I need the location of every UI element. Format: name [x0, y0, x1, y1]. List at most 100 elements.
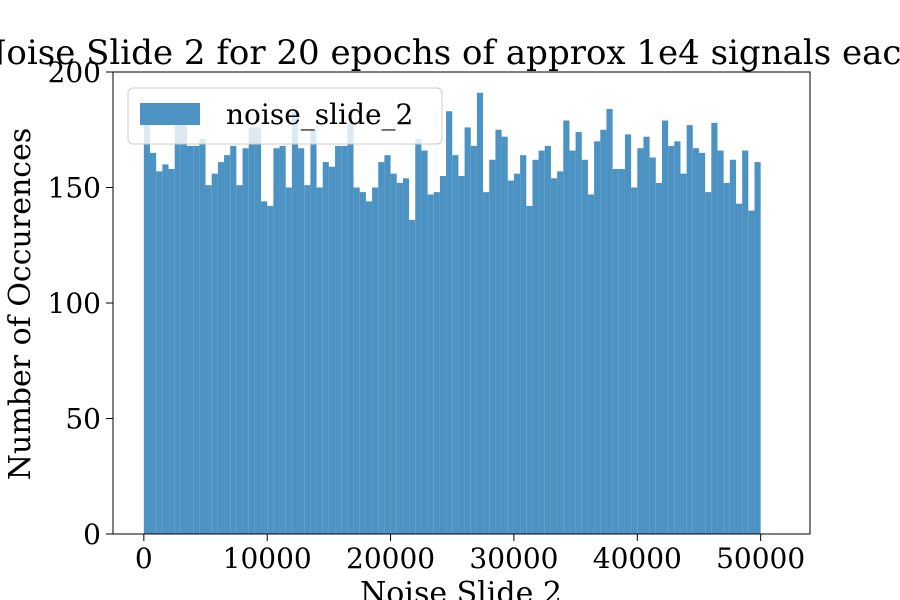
histogram-bar: [705, 192, 712, 534]
x-tick-label: 0: [135, 542, 153, 575]
histogram-bar: [532, 159, 539, 534]
histogram-bar: [267, 205, 274, 535]
x-tick-label: 40000: [593, 542, 682, 575]
histogram-bar: [322, 162, 329, 534]
legend-swatch: [140, 103, 200, 125]
histogram-bar: [236, 185, 243, 534]
histogram-bar: [180, 122, 188, 534]
histogram-bar: [427, 194, 434, 534]
histogram-bar: [439, 175, 447, 534]
y-axis-label: Number of Occurences: [3, 128, 38, 480]
histogram-bar: [224, 155, 231, 534]
histogram-bar: [328, 166, 336, 534]
bars-group: [143, 92, 761, 535]
histogram-bar: [156, 171, 163, 534]
histogram-bar: [513, 173, 521, 534]
x-tick-label: 20000: [346, 542, 435, 575]
histogram-bar: [446, 111, 453, 535]
histogram-bar: [495, 129, 502, 534]
legend-label: noise_slide_2: [226, 98, 413, 131]
histogram-bar: [304, 185, 311, 534]
histogram-bar: [470, 145, 477, 535]
histogram-bar: [464, 127, 471, 534]
histogram-bar: [680, 173, 687, 534]
y-tick-label: 100: [48, 287, 101, 320]
histogram-bar: [637, 148, 644, 535]
histogram-bar: [174, 122, 181, 534]
histogram-bar: [341, 145, 348, 535]
y-tick-label: 0: [83, 518, 101, 551]
histogram-bar: [298, 148, 305, 535]
histogram-bar: [347, 122, 354, 534]
histogram-bar: [291, 111, 299, 535]
histogram-bar: [230, 145, 237, 535]
histogram-bar: [254, 127, 262, 534]
histogram-bar: [631, 187, 638, 534]
histogram-bar: [754, 162, 761, 534]
histogram-bar: [526, 205, 533, 535]
histogram-bar: [199, 138, 206, 535]
histogram-bar: [316, 187, 323, 534]
histogram-bar: [285, 187, 292, 534]
histogram-bar: [520, 155, 527, 534]
histogram-bar: [217, 162, 225, 534]
histogram-bar: [698, 152, 706, 534]
histogram-bar: [476, 92, 484, 534]
x-tick-label: 50000: [716, 542, 805, 575]
histogram-bar: [242, 148, 249, 535]
histogram-bar: [143, 122, 151, 534]
histogram-bar: [205, 185, 212, 534]
histogram-bar: [742, 150, 749, 535]
histogram-bar: [674, 141, 681, 535]
y-tick-label: 150: [48, 172, 101, 205]
histogram-bar: [655, 182, 662, 534]
x-axis-label: Noise Slide 2: [360, 576, 562, 600]
histogram-bar: [279, 145, 286, 535]
histogram-bar: [711, 122, 718, 534]
y-tick-label: 50: [65, 403, 101, 436]
y-tick-label: 200: [48, 56, 101, 89]
histogram-bar: [489, 159, 496, 534]
histogram-bar: [310, 129, 317, 534]
histogram-bar: [723, 182, 730, 534]
histogram-bar: [396, 182, 403, 534]
histogram-bar: [335, 145, 342, 535]
histogram-bar: [248, 127, 255, 534]
histogram-bar: [372, 187, 379, 534]
histogram-bar: [624, 134, 632, 534]
histogram-bar: [692, 148, 699, 535]
histogram-bar: [600, 129, 607, 534]
histogram-bar: [735, 203, 743, 535]
ticks-group: 0 10000 20000 30000 40000 50000 0 50 100 150 200: [48, 56, 806, 575]
histogram-bar: [717, 150, 724, 535]
histogram-bar: [587, 194, 595, 534]
histogram-bar: [661, 120, 669, 534]
histogram-bar: [433, 192, 440, 534]
histogram-bar: [483, 192, 490, 534]
histogram-bar: [618, 169, 625, 534]
histogram-bar: [162, 164, 169, 534]
histogram-bar: [402, 178, 410, 534]
histogram-bar: [378, 162, 385, 534]
legend: noise_slide_2: [127, 87, 443, 145]
histogram-bar: [452, 155, 459, 534]
histogram-bar: [563, 120, 570, 534]
chart-title: Noise Slide 2 for 20 epochs of approx 1e…: [0, 33, 900, 73]
histogram-bar: [273, 148, 280, 535]
histogram-bar: [729, 159, 736, 534]
histogram-bar: [187, 145, 194, 535]
histogram-bar: [409, 219, 416, 534]
histogram-bar: [211, 173, 218, 534]
histogram-bar: [748, 210, 755, 534]
x-tick-label: 10000: [223, 542, 312, 575]
histogram-bar: [458, 175, 465, 534]
histogram-bar: [168, 169, 175, 534]
histogram-bar: [384, 155, 391, 534]
histogram-bar: [353, 187, 360, 534]
histogram-bar: [365, 201, 373, 535]
histogram-bar: [649, 157, 656, 534]
legend-box: [127, 87, 443, 145]
histogram-bar: [594, 141, 601, 535]
